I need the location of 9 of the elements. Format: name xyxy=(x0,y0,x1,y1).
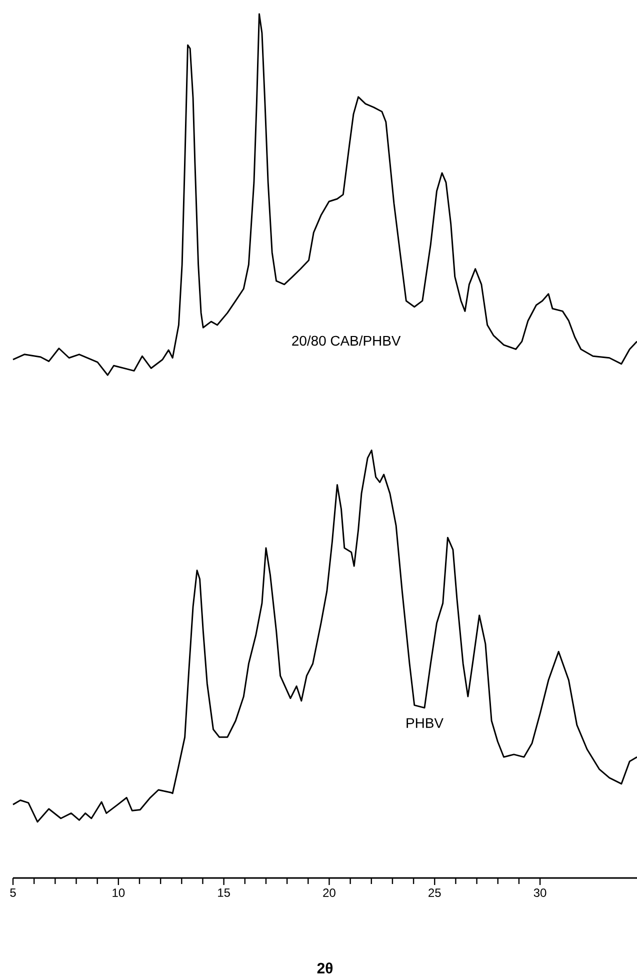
x-tick-label: 15 xyxy=(218,888,230,897)
x-tick-label: 30 xyxy=(534,888,546,897)
text: 20/80 CAB/PHBV xyxy=(292,335,401,346)
x-axis-title: 2θ xyxy=(317,962,333,974)
x-tick-label: 20 xyxy=(323,888,336,897)
series-label: PHBV xyxy=(406,718,444,728)
x-tick-label: 10 xyxy=(112,888,125,897)
x-tick-label: 25 xyxy=(428,888,441,897)
x-tick-label: 5 xyxy=(10,888,16,897)
